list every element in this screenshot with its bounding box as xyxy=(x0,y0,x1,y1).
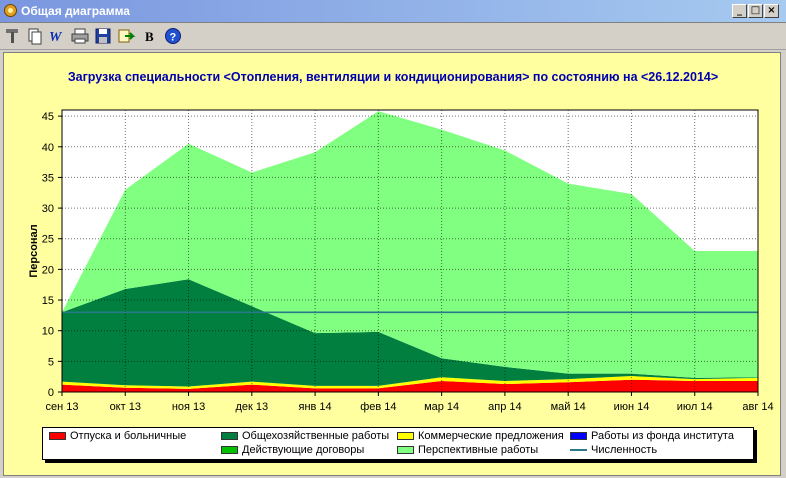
y-tick-label-9: 45 xyxy=(42,111,54,123)
legend-swatch-5 xyxy=(397,446,414,455)
legend-item-4: Действующие договоры xyxy=(221,444,364,456)
minimize-button[interactable]: _ xyxy=(732,4,747,18)
maximize-button[interactable]: □ xyxy=(748,4,763,18)
y-tick-label-7: 35 xyxy=(42,172,54,184)
legend-swatch-2 xyxy=(397,432,414,441)
toolbar: W B ? xyxy=(0,23,786,50)
legend-swatch-6 xyxy=(570,449,587,452)
chart-title: Загрузка специальности <Отопления, венти… xyxy=(67,70,719,84)
window-title: Общая диаграмма xyxy=(21,4,130,18)
x-tick-label-10: июл 14 xyxy=(677,401,713,413)
legend-label-1: Общехозяйственные работы xyxy=(242,430,390,442)
bold-icon: B xyxy=(145,29,154,44)
legend-swatch-3 xyxy=(570,432,587,441)
y-tick-label-0: 0 xyxy=(48,387,54,399)
export-button[interactable] xyxy=(116,26,136,46)
legend-item-0: Отпуска и больничные xyxy=(49,430,186,442)
tools-button[interactable] xyxy=(3,26,23,46)
x-tick-label-6: мар 14 xyxy=(424,401,459,413)
tools-icon xyxy=(6,29,18,43)
save-icon xyxy=(95,28,111,44)
legend-label-3: Работы из фонда института xyxy=(591,430,734,442)
save-button[interactable] xyxy=(93,26,113,46)
legend-swatch-0 xyxy=(49,432,66,441)
y-tick-label-3: 15 xyxy=(42,295,54,307)
x-tick-label-3: дек 13 xyxy=(235,401,268,413)
word-icon: W xyxy=(49,30,63,45)
bold-label: B xyxy=(145,29,154,44)
x-tick-label-2: ноя 13 xyxy=(172,401,205,413)
window-titlebar: Общая диаграмма _ □ × xyxy=(0,0,786,23)
legend-item-2: Коммерческие предложения xyxy=(397,430,564,442)
legend-label-5: Перспективные работы xyxy=(418,444,539,456)
y-tick-label-4: 20 xyxy=(42,264,54,276)
x-tick-label-7: апр 14 xyxy=(488,401,521,413)
x-tick-label-4: янв 14 xyxy=(299,401,332,413)
svg-text:?: ? xyxy=(170,32,177,44)
chart-legend: Отпуска и больничные Общехозяйственные ра… xyxy=(42,427,754,460)
legend-swatch-1 xyxy=(221,432,238,441)
x-tick-label-1: окт 13 xyxy=(110,401,141,413)
area-series-0 xyxy=(62,379,758,392)
x-tick-label-0: сен 13 xyxy=(46,401,79,413)
chart-panel: Загрузка специальности <Отопления, венти… xyxy=(3,52,781,476)
legend-item-5: Перспективные работы xyxy=(397,444,538,456)
copy-icon xyxy=(28,28,42,45)
legend-label-2: Коммерческие предложения xyxy=(418,430,564,442)
legend-label-4: Действующие договоры xyxy=(242,444,365,456)
help-button[interactable]: ? xyxy=(163,26,183,46)
copy-button[interactable] xyxy=(25,26,45,46)
legend-label-0: Отпуска и больничные xyxy=(70,430,187,442)
legend-item-6: Численность xyxy=(570,444,657,456)
y-tick-label-5: 25 xyxy=(42,234,54,246)
bold-button[interactable]: B xyxy=(140,26,160,46)
y-tick-label-2: 10 xyxy=(42,326,54,338)
legend-swatch-4 xyxy=(221,446,238,455)
x-tick-label-11: авг 14 xyxy=(742,401,773,413)
app-icon xyxy=(4,4,17,17)
area-series-1 xyxy=(62,376,758,389)
help-icon: ? xyxy=(165,28,181,44)
area-chart: 0 5 10 15 20 25 30 35 40 45 сен 13 окт 13 ноя 13 дек … xyxy=(28,109,774,413)
svg-text:W: W xyxy=(49,30,63,45)
area-series-3 xyxy=(62,279,758,387)
word-button[interactable]: W xyxy=(47,26,67,46)
export-icon xyxy=(118,29,136,43)
plot-frame xyxy=(61,109,759,393)
y-tick-label-1: 5 xyxy=(48,356,54,368)
y-tick-label-8: 40 xyxy=(42,142,54,154)
print-icon xyxy=(71,28,89,44)
x-tick-label-5: фев 14 xyxy=(360,401,396,413)
legend-label-6: Численность xyxy=(591,444,658,456)
y-tick-label-6: 30 xyxy=(42,203,54,215)
close-button[interactable]: × xyxy=(764,4,779,18)
print-button[interactable] xyxy=(70,26,90,46)
x-tick-label-8: май 14 xyxy=(551,401,586,413)
legend-item-1: Общехозяйственные работы xyxy=(221,430,389,442)
x-tick-label-9: июн 14 xyxy=(614,401,650,413)
y-axis-label: Персонал xyxy=(28,224,40,277)
legend-item-3: Работы из фонда института xyxy=(570,430,734,442)
